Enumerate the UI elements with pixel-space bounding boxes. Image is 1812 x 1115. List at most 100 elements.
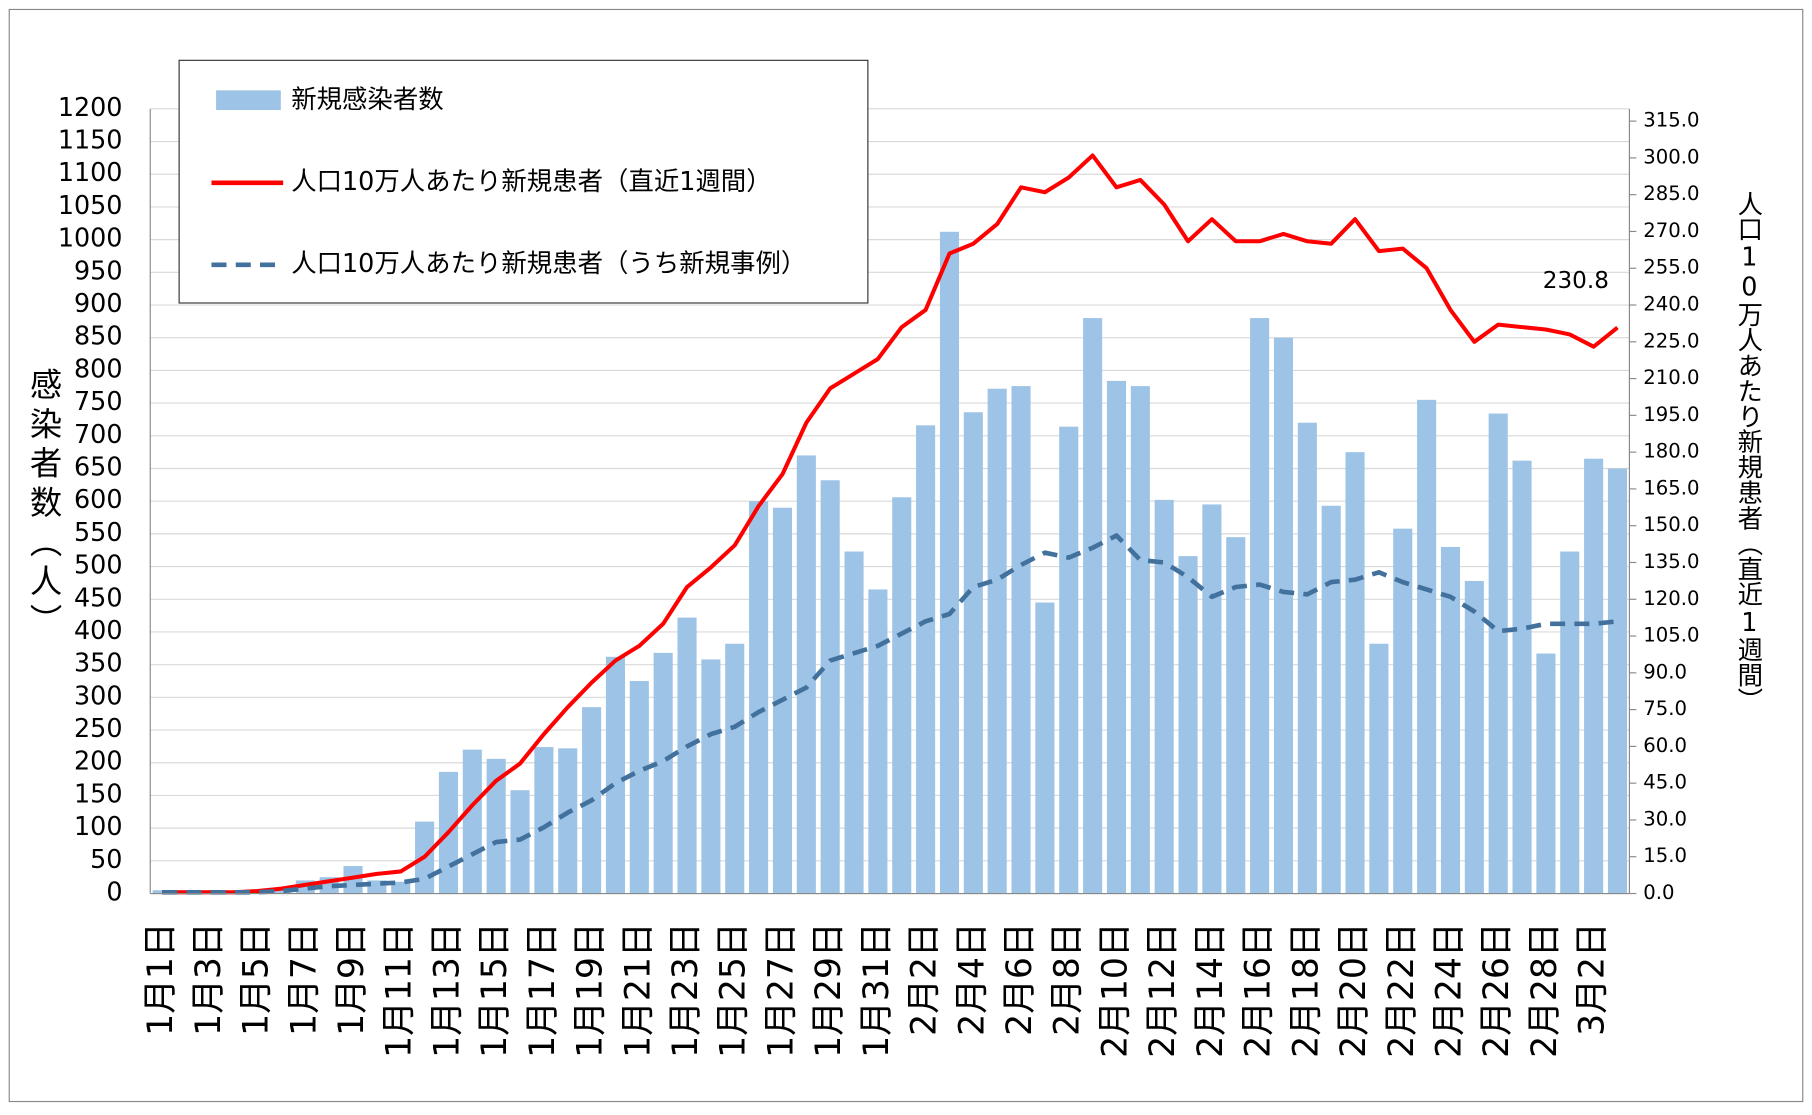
x-tick-label: 2月26日 (1477, 922, 1517, 1057)
bar (868, 589, 888, 894)
x-tick-label: 1月11日 (380, 922, 420, 1057)
y-tick-label: 1000 (58, 223, 123, 253)
y-tick-label: 50 (90, 844, 122, 874)
y-tick-label: 750 (74, 386, 123, 416)
bar (486, 758, 506, 894)
y-tick-label: 800 (74, 353, 123, 383)
y-tick-label: 1150 (58, 125, 123, 155)
legend-label: 新規感染者数 (291, 84, 443, 114)
y2-tick-label: 150.0 (1643, 513, 1699, 536)
bar (462, 749, 482, 894)
marks (152, 153, 1628, 895)
y-tick-label: 150 (74, 778, 123, 808)
y2-tick-label: 285.0 (1643, 182, 1699, 205)
y2-tick-label: 0.0 (1643, 881, 1674, 904)
x-tick-label: 1月9日 (332, 922, 372, 1035)
x-tick-label: 1月13日 (427, 922, 467, 1057)
y-tick-label: 900 (74, 288, 123, 318)
x-tick-label: 2月2日 (905, 922, 945, 1035)
bar (1250, 318, 1270, 894)
y-tick-label: 500 (74, 550, 123, 580)
y2-tick-label: 45.0 (1643, 771, 1687, 794)
bar (1035, 602, 1055, 894)
y2-tick-label: 270.0 (1643, 219, 1699, 242)
x-tick-label: 1月3日 (189, 922, 229, 1035)
x-tick-label: 2月14日 (1191, 922, 1231, 1057)
x-tick-label: 2月18日 (1286, 922, 1326, 1057)
y2-tick-label: 195.0 (1643, 403, 1699, 426)
y2-tick-label: 300.0 (1643, 145, 1699, 168)
bar (725, 643, 745, 894)
y-tick-label: 350 (74, 648, 123, 678)
y2-tick-label: 165.0 (1643, 476, 1699, 499)
bar (1321, 505, 1341, 894)
bar (1011, 386, 1031, 894)
y2-tick-label: 315.0 (1643, 109, 1699, 132)
y-tick-label: 300 (74, 680, 123, 710)
y2-tick-label: 210.0 (1643, 366, 1699, 389)
bar (1345, 452, 1365, 894)
bar (916, 425, 936, 894)
x-tick-label: 1月7日 (284, 922, 324, 1035)
bar (1512, 460, 1532, 894)
x-tick-label: 2月24日 (1429, 922, 1469, 1057)
bar (1607, 468, 1628, 894)
y2-tick-label: 255.0 (1643, 256, 1699, 279)
bar (701, 659, 721, 894)
x-tick-label: 1月17日 (523, 922, 563, 1057)
x-tick-label: 1月21日 (618, 922, 658, 1057)
y-tick-label: 700 (74, 419, 123, 449)
bar (1154, 499, 1174, 894)
x-tick-label: 2月4日 (952, 922, 992, 1035)
y-tick-label: 100 (74, 811, 123, 841)
bar (939, 231, 960, 894)
bar (534, 747, 554, 894)
y2-axis-title: 人口10万人あたり新規患者（直近1週間） (1734, 191, 1764, 713)
axes: 0501001502002503003504004505005506006507… (58, 92, 1700, 1058)
legend-label: 人口10万人あたり新規患者（うち新規事例） (291, 248, 806, 278)
x-tick-label: 1月23日 (666, 922, 706, 1057)
y-tick-label: 450 (74, 582, 123, 612)
bar (749, 501, 769, 894)
legend-swatch (216, 90, 281, 111)
x-tick-label: 2月28日 (1525, 922, 1565, 1057)
y2-tick-label: 90.0 (1643, 660, 1687, 683)
x-tick-label: 1月31日 (857, 922, 897, 1057)
x-tick-label: 1月27日 (761, 922, 801, 1057)
x-tick-label: 2月22日 (1382, 922, 1422, 1057)
x-tick-label: 2月6日 (1000, 922, 1040, 1035)
y2-tick-label: 105.0 (1643, 624, 1699, 647)
bar (1536, 653, 1556, 894)
x-tick-label: 2月16日 (1239, 922, 1279, 1057)
bar (1297, 422, 1317, 894)
x-tick-label: 2月20日 (1334, 922, 1374, 1057)
y2-tick-label: 135.0 (1643, 550, 1699, 573)
y-tick-label: 250 (74, 713, 123, 743)
y-tick-label: 850 (74, 321, 123, 351)
x-tick-label: 1月25日 (714, 922, 754, 1057)
y2-tick-label: 60.0 (1643, 734, 1687, 757)
bar (1083, 318, 1103, 894)
data-label: 230.8 (1543, 268, 1609, 294)
x-tick-label: 2月12日 (1143, 922, 1183, 1057)
x-tick-label: 3月2日 (1573, 922, 1613, 1035)
y-tick-label: 0 (106, 877, 122, 907)
y-axis-title: 感染者数（人） (25, 368, 63, 643)
y2-tick-label: 225.0 (1643, 329, 1699, 352)
bar (987, 388, 1007, 894)
bar (1178, 556, 1198, 894)
y2-tick-label: 15.0 (1643, 844, 1687, 867)
y-tick-label: 1050 (58, 190, 123, 220)
bar (1059, 426, 1079, 894)
line (162, 533, 1618, 895)
x-tick-label: 1月19日 (571, 922, 611, 1057)
y-tick-label: 400 (74, 615, 123, 645)
bar (1202, 504, 1222, 894)
x-tick-label: 1月29日 (809, 922, 849, 1057)
line (162, 153, 1619, 895)
y2-tick-label: 75.0 (1643, 697, 1687, 720)
bar (558, 748, 578, 894)
bar (1488, 413, 1508, 894)
